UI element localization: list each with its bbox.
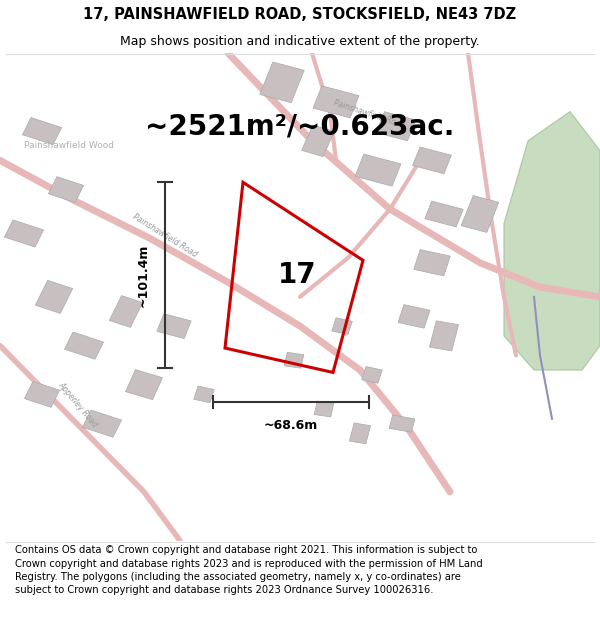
Text: 17, PAINSHAWFIELD ROAD, STOCKSFIELD, NE43 7DZ: 17, PAINSHAWFIELD ROAD, STOCKSFIELD, NE4… [83, 8, 517, 22]
Text: ~2521m²/~0.623ac.: ~2521m²/~0.623ac. [145, 112, 455, 140]
Text: Painshawfield Wood: Painshawfield Wood [24, 141, 114, 150]
Polygon shape [362, 366, 382, 383]
Polygon shape [461, 196, 499, 232]
Polygon shape [355, 154, 401, 186]
Polygon shape [376, 112, 416, 141]
Polygon shape [349, 423, 371, 444]
Polygon shape [313, 86, 359, 118]
Text: 17: 17 [278, 261, 316, 289]
Text: Painshawfield Road: Painshawfield Road [131, 213, 199, 259]
Polygon shape [194, 386, 214, 402]
Polygon shape [109, 296, 143, 328]
Polygon shape [389, 415, 415, 432]
Polygon shape [302, 125, 334, 157]
Polygon shape [157, 314, 191, 339]
Polygon shape [284, 352, 304, 368]
Polygon shape [22, 118, 62, 145]
Polygon shape [64, 332, 104, 359]
Polygon shape [430, 321, 458, 351]
Polygon shape [49, 177, 83, 202]
Text: Apperley Road: Apperley Road [56, 380, 100, 429]
Polygon shape [332, 318, 352, 334]
Polygon shape [504, 112, 600, 370]
Polygon shape [413, 147, 451, 174]
Text: ~68.6m: ~68.6m [264, 419, 318, 432]
Polygon shape [4, 220, 44, 247]
Polygon shape [35, 281, 73, 313]
Polygon shape [125, 369, 163, 399]
Polygon shape [425, 201, 463, 227]
Polygon shape [82, 410, 122, 437]
Text: Map shows position and indicative extent of the property.: Map shows position and indicative extent… [120, 35, 480, 48]
Text: ~101.4m: ~101.4m [137, 243, 150, 307]
Polygon shape [260, 62, 304, 102]
Polygon shape [314, 401, 334, 417]
Polygon shape [398, 304, 430, 328]
Polygon shape [413, 249, 451, 276]
Polygon shape [25, 381, 59, 408]
Text: Contains OS data © Crown copyright and database right 2021. This information is : Contains OS data © Crown copyright and d… [15, 546, 483, 595]
Text: Painshawfield Road: Painshawfield Road [332, 98, 406, 130]
